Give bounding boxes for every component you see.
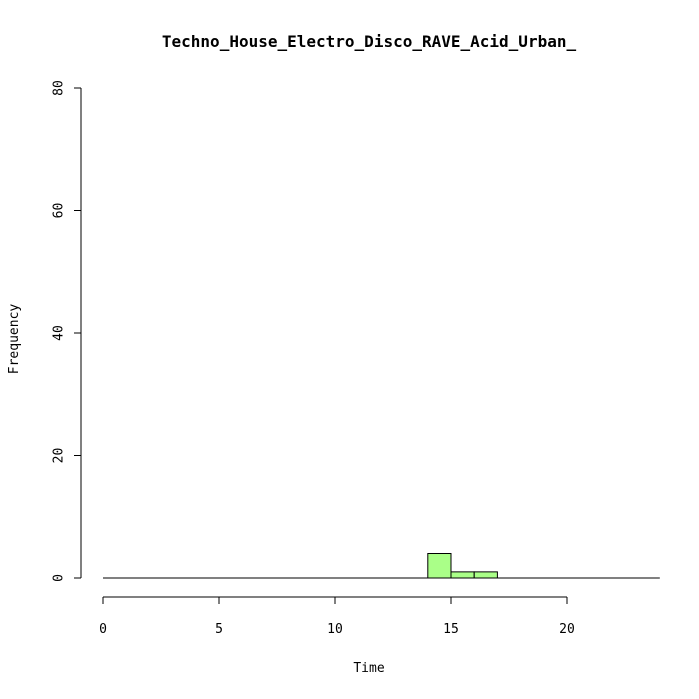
x-tick-label: 10 bbox=[327, 622, 343, 637]
y-tick-label: 80 bbox=[52, 80, 67, 96]
histogram-bar bbox=[427, 553, 452, 579]
bars bbox=[427, 553, 498, 579]
y-axis: 0 20 40 60 80 bbox=[52, 80, 82, 582]
chart-title: Techno_House_Electro_Disco_RAVE_Acid_Urb… bbox=[162, 32, 577, 51]
y-axis-label: Frequency bbox=[7, 304, 22, 375]
y-tick-label: 60 bbox=[52, 203, 67, 219]
x-tick-label: 0 bbox=[99, 622, 107, 637]
x-tick-label: 5 bbox=[215, 622, 223, 637]
x-axis-label: Time bbox=[353, 661, 384, 676]
y-tick-label: 20 bbox=[52, 448, 67, 464]
y-tick-label: 40 bbox=[52, 325, 67, 341]
y-tick-label: 0 bbox=[52, 574, 67, 582]
histogram-bar bbox=[473, 571, 498, 579]
x-tick-label: 20 bbox=[559, 622, 575, 637]
histogram-bar bbox=[450, 571, 475, 579]
x-tick-label: 15 bbox=[443, 622, 459, 637]
x-axis: 0 5 10 15 20 bbox=[99, 596, 575, 637]
